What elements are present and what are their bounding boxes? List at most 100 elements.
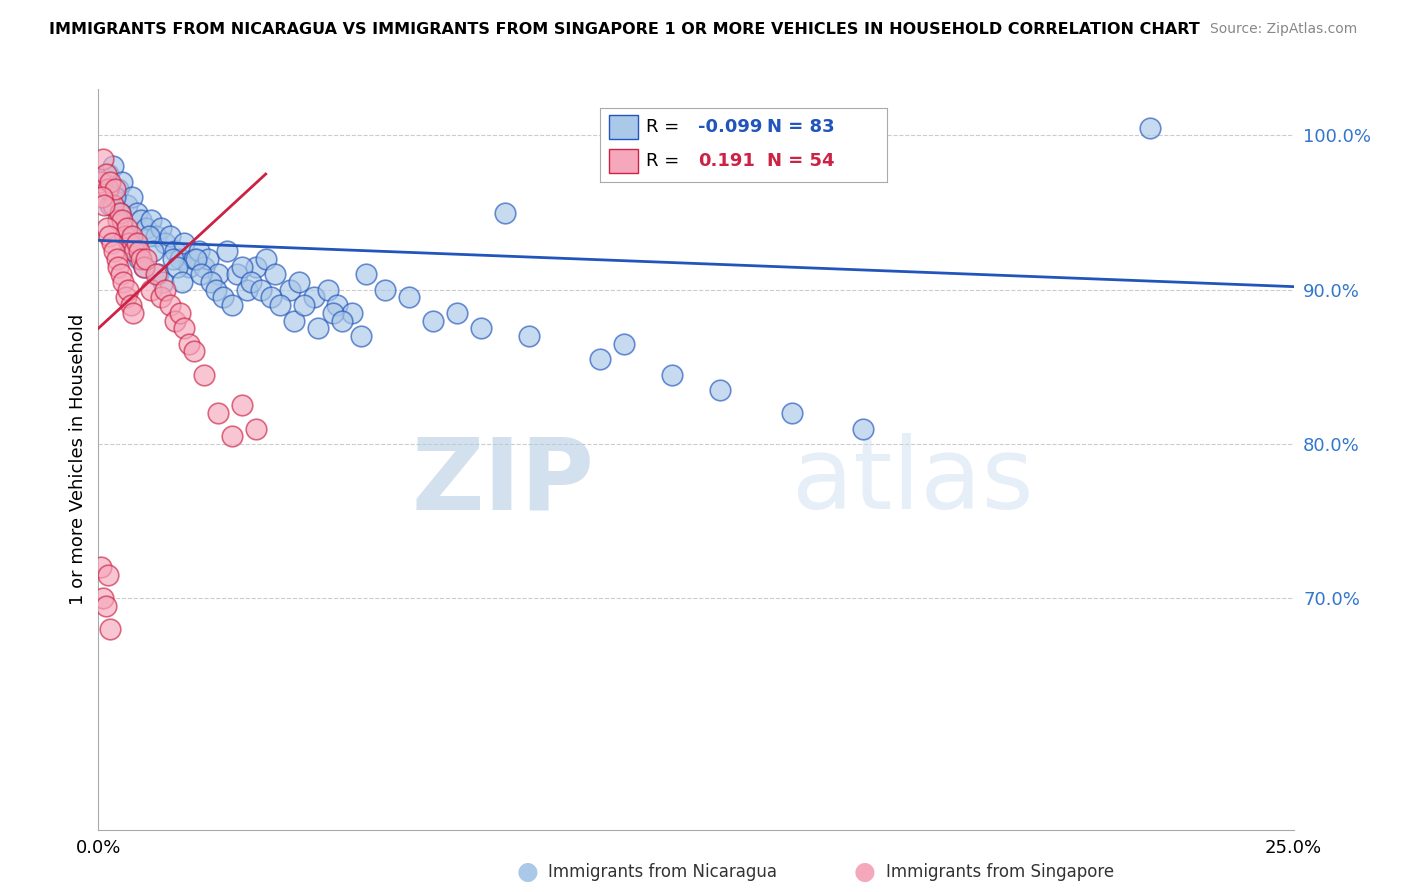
Point [173,236,195,251]
Point [302,290,325,304]
Text: ●: ● [853,861,876,884]
Point [135,221,157,235]
Point [179,260,201,274]
Text: Immigrants from Singapore: Immigrants from Singapore [886,863,1114,881]
Point [322,306,344,320]
Point [852,421,875,435]
Point [142,244,165,259]
Point [589,352,612,367]
Text: IMMIGRANTS FROM NICARAGUA VS IMMIGRANTS FROM SINGAPORE 1 OR MORE VEHICLES IN HOU: IMMIGRANTS FROM NICARAGUA VS IMMIGRANTS … [49,22,1199,37]
Point [105,252,128,266]
Point [326,298,349,312]
Point [240,275,263,289]
Point [193,368,215,382]
Point [163,244,186,259]
Point [163,313,186,327]
Point [288,275,311,289]
Text: Immigrants from Nicaragua: Immigrants from Nicaragua [548,863,778,881]
Point [94,167,117,181]
Point [115,290,138,304]
Point [245,421,267,435]
Point [94,599,117,613]
Y-axis label: 1 or more Vehicles in Household: 1 or more Vehicles in Household [69,314,87,605]
Point [245,260,267,274]
Point [101,236,124,251]
Point [104,190,127,204]
Point [152,275,174,289]
Point [204,283,226,297]
Point [159,228,181,243]
Point [330,313,353,327]
Point [114,228,136,243]
Point [179,336,201,351]
Point [91,152,114,166]
Point [149,290,172,304]
Point [207,268,229,282]
Point [374,283,396,297]
Point [97,167,120,181]
Point [183,252,205,266]
Point [98,198,122,212]
Point [166,260,188,274]
Point [269,298,291,312]
Point [187,244,209,259]
Point [259,290,281,304]
Point [98,175,122,189]
Point [264,268,287,282]
Point [111,213,134,227]
Point [149,221,172,235]
Point [101,198,124,212]
Point [350,329,373,343]
Point [254,252,277,266]
Point [121,190,143,204]
Point [111,175,134,189]
Point [200,275,222,289]
Point [125,205,148,219]
Point [101,159,124,173]
Point [231,398,253,412]
Point [340,306,363,320]
Point [132,260,155,274]
Point [108,205,131,219]
Point [112,275,135,289]
Point [190,268,212,282]
Point [422,313,444,327]
Point [91,190,114,204]
Point [131,213,153,227]
Point [207,406,229,420]
Point [115,221,138,235]
Point [107,182,129,196]
Point [613,336,636,351]
Point [104,182,127,196]
Point [90,175,112,189]
Point [155,283,177,297]
Point [131,252,153,266]
Point [661,368,683,382]
Point [97,228,120,243]
Point [169,252,191,266]
Point [93,198,115,212]
Point [183,344,205,359]
Point [197,252,219,266]
Text: atlas: atlas [792,434,1033,530]
Point [108,205,131,219]
Point [124,244,146,259]
Point [162,252,184,266]
Point [283,313,305,327]
Point [107,213,129,227]
Point [494,205,516,219]
Point [354,268,377,282]
Point [145,268,167,282]
Point [97,182,120,196]
Point [132,260,155,274]
Text: Source: ZipAtlas.com: Source: ZipAtlas.com [1209,22,1357,37]
Point [292,298,315,312]
Point [172,275,194,289]
Point [221,429,243,443]
Point [159,298,181,312]
Point [91,591,114,606]
Point [307,321,329,335]
Point [115,198,138,212]
Point [145,228,167,243]
Point [186,252,208,266]
